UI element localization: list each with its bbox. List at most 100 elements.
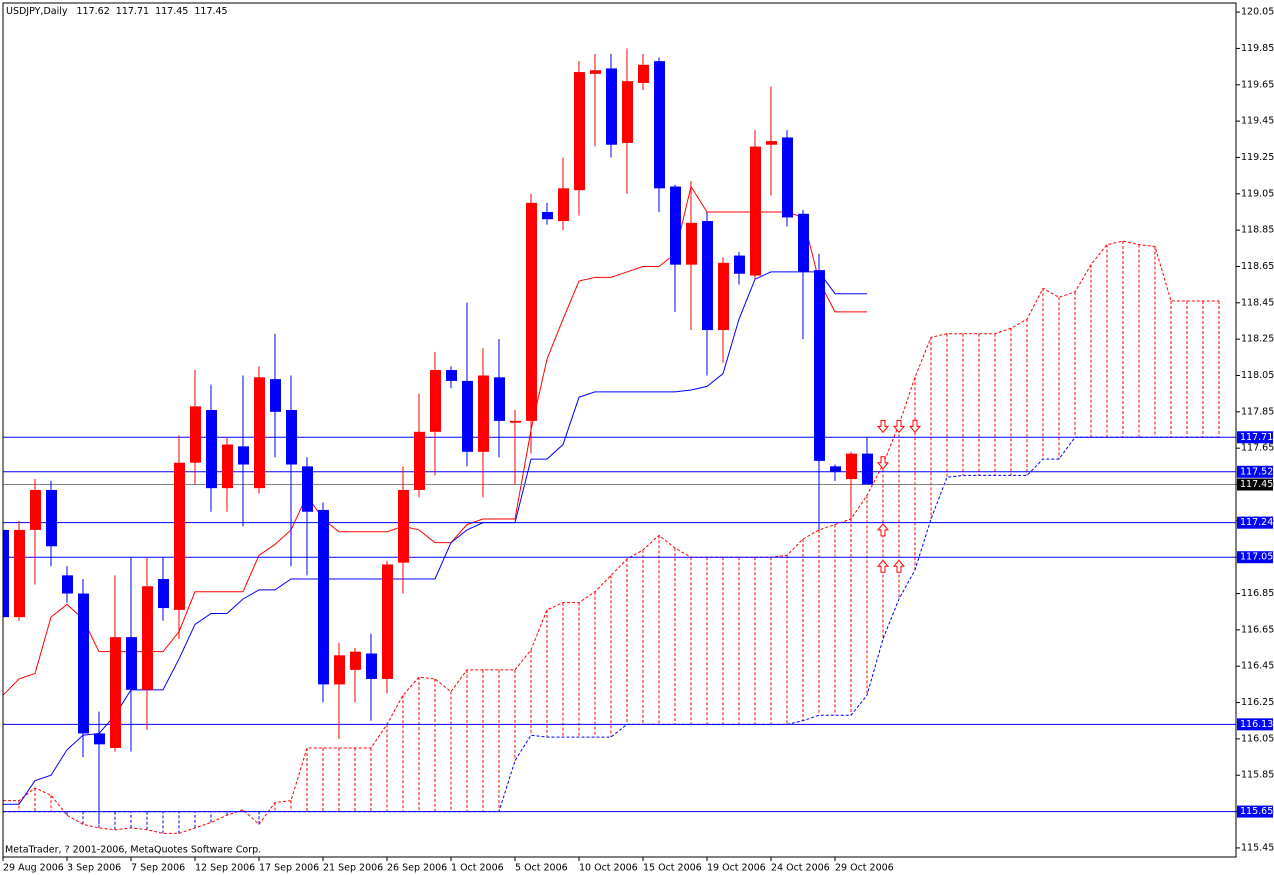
candle-body — [750, 146, 761, 276]
level-label-box — [1237, 465, 1273, 478]
candle-body — [158, 578, 169, 609]
y-tick-label: 119.05 — [1241, 188, 1274, 199]
level-label-box — [1237, 805, 1273, 818]
candle-body — [702, 221, 713, 331]
y-tick-label: 119.25 — [1241, 152, 1274, 163]
candle-body — [94, 733, 105, 745]
level-label-box — [1237, 516, 1273, 529]
level-label: 117.24 — [1240, 517, 1273, 528]
y-tick-label: 115.45 — [1241, 842, 1274, 853]
fractal-arrow — [876, 523, 890, 537]
candle-body — [734, 255, 745, 274]
y-tick-label: 119.45 — [1241, 116, 1274, 127]
candle-body — [718, 262, 729, 331]
candle-body — [174, 462, 185, 610]
footer: MetaTrader, ? 2001-2006, MetaQuotes Soft… — [5, 845, 261, 856]
fractal-arrow — [908, 419, 922, 434]
fractal-arrow — [892, 559, 906, 573]
level-label: 115.65 — [1240, 806, 1273, 817]
candle-body — [830, 466, 841, 472]
y-tick-label: 118.45 — [1241, 297, 1274, 308]
y-tick-label: 116.25 — [1241, 697, 1274, 708]
candle-body — [798, 213, 809, 272]
x-tick-label: 15 Oct 2006 — [643, 863, 702, 874]
x-tick-label: 29 Oct 2006 — [835, 863, 894, 874]
candle-body — [398, 489, 409, 563]
x-tick-label: 12 Sep 2006 — [195, 863, 255, 874]
candle-body — [622, 81, 633, 143]
candle-body — [30, 489, 41, 530]
candle-body — [190, 406, 201, 463]
x-tick-label: 5 Oct 2006 — [515, 863, 568, 874]
candle-body — [382, 564, 393, 679]
y-tick-label: 116.05 — [1241, 733, 1274, 744]
plot-frame — [2, 2, 1237, 858]
candle-body — [862, 453, 873, 485]
x-tick-label: 21 Sep 2006 — [323, 863, 383, 874]
chart-title: USDJPY,Daily — [6, 6, 68, 17]
fractal-arrow — [892, 419, 906, 434]
x-tick-label: 24 Oct 2006 — [771, 863, 830, 874]
candle-body — [542, 211, 553, 220]
candle-body — [606, 68, 617, 145]
candle-body — [574, 72, 585, 191]
x-tick-label: 19 Oct 2006 — [707, 863, 766, 874]
candle-body — [350, 651, 361, 670]
candle-body — [814, 270, 825, 461]
candle-body — [110, 637, 121, 748]
y-tick-label: 117.85 — [1241, 406, 1274, 417]
candle-body — [510, 420, 521, 423]
candle-body — [782, 137, 793, 218]
candle-body — [846, 453, 857, 480]
y-tick-label: 118.05 — [1241, 370, 1274, 381]
candle-body — [46, 489, 57, 547]
candle-body — [318, 509, 329, 685]
candle-body — [78, 593, 89, 734]
candle-body — [62, 575, 73, 594]
level-label-box — [1237, 551, 1273, 564]
y-tick-label: 120.05 — [1241, 7, 1274, 18]
y-tick-label: 119.85 — [1241, 43, 1274, 54]
level-label: 117.71 — [1240, 432, 1273, 443]
candle-body — [302, 466, 313, 512]
candle-body — [766, 141, 777, 145]
last-open: 117.62 — [77, 6, 110, 17]
candle-body — [670, 186, 681, 265]
y-tick-label: 116.45 — [1241, 661, 1274, 672]
price-label: 117.45 — [1240, 479, 1273, 490]
candle-body — [142, 586, 153, 690]
level-label: 117.52 — [1240, 466, 1273, 477]
candle-body — [366, 653, 377, 679]
candle-body — [462, 380, 473, 452]
candle-body — [14, 529, 25, 618]
level-label: 117.05 — [1240, 552, 1273, 563]
candle-body — [654, 61, 665, 189]
level-label-box — [1237, 718, 1273, 731]
last-low: 117.45 — [155, 6, 188, 17]
y-tick-label: 117.65 — [1241, 443, 1274, 454]
fractal-arrow — [876, 419, 890, 434]
x-tick-label: 7 Sep 2006 — [131, 863, 185, 874]
candle-body — [334, 655, 345, 685]
last-high: 117.71 — [116, 6, 149, 17]
candle-body — [526, 202, 537, 421]
x-tick-label: 3 Sep 2006 — [67, 863, 121, 874]
candle-body — [558, 188, 569, 222]
level-label-box — [1237, 431, 1273, 444]
x-tick-label: 29 Aug 2006 — [3, 863, 64, 874]
y-tick-label: 118.65 — [1241, 261, 1274, 272]
fractal-arrow — [876, 559, 890, 573]
x-tick-label: 17 Sep 2006 — [259, 863, 319, 874]
y-tick-label: 118.25 — [1241, 334, 1274, 345]
x-tick-label: 26 Sep 2006 — [387, 863, 447, 874]
price-label-box — [1237, 478, 1273, 491]
candle-body — [590, 70, 601, 74]
candle-body — [430, 370, 441, 432]
plot-area — [3, 48, 1236, 834]
y-tick-label: 116.85 — [1241, 588, 1274, 599]
candle-body — [126, 637, 137, 690]
candle-body — [270, 379, 281, 412]
candle-body — [446, 370, 457, 381]
x-tick-label: 1 Oct 2006 — [451, 863, 504, 874]
y-tick-label: 116.65 — [1241, 624, 1274, 635]
